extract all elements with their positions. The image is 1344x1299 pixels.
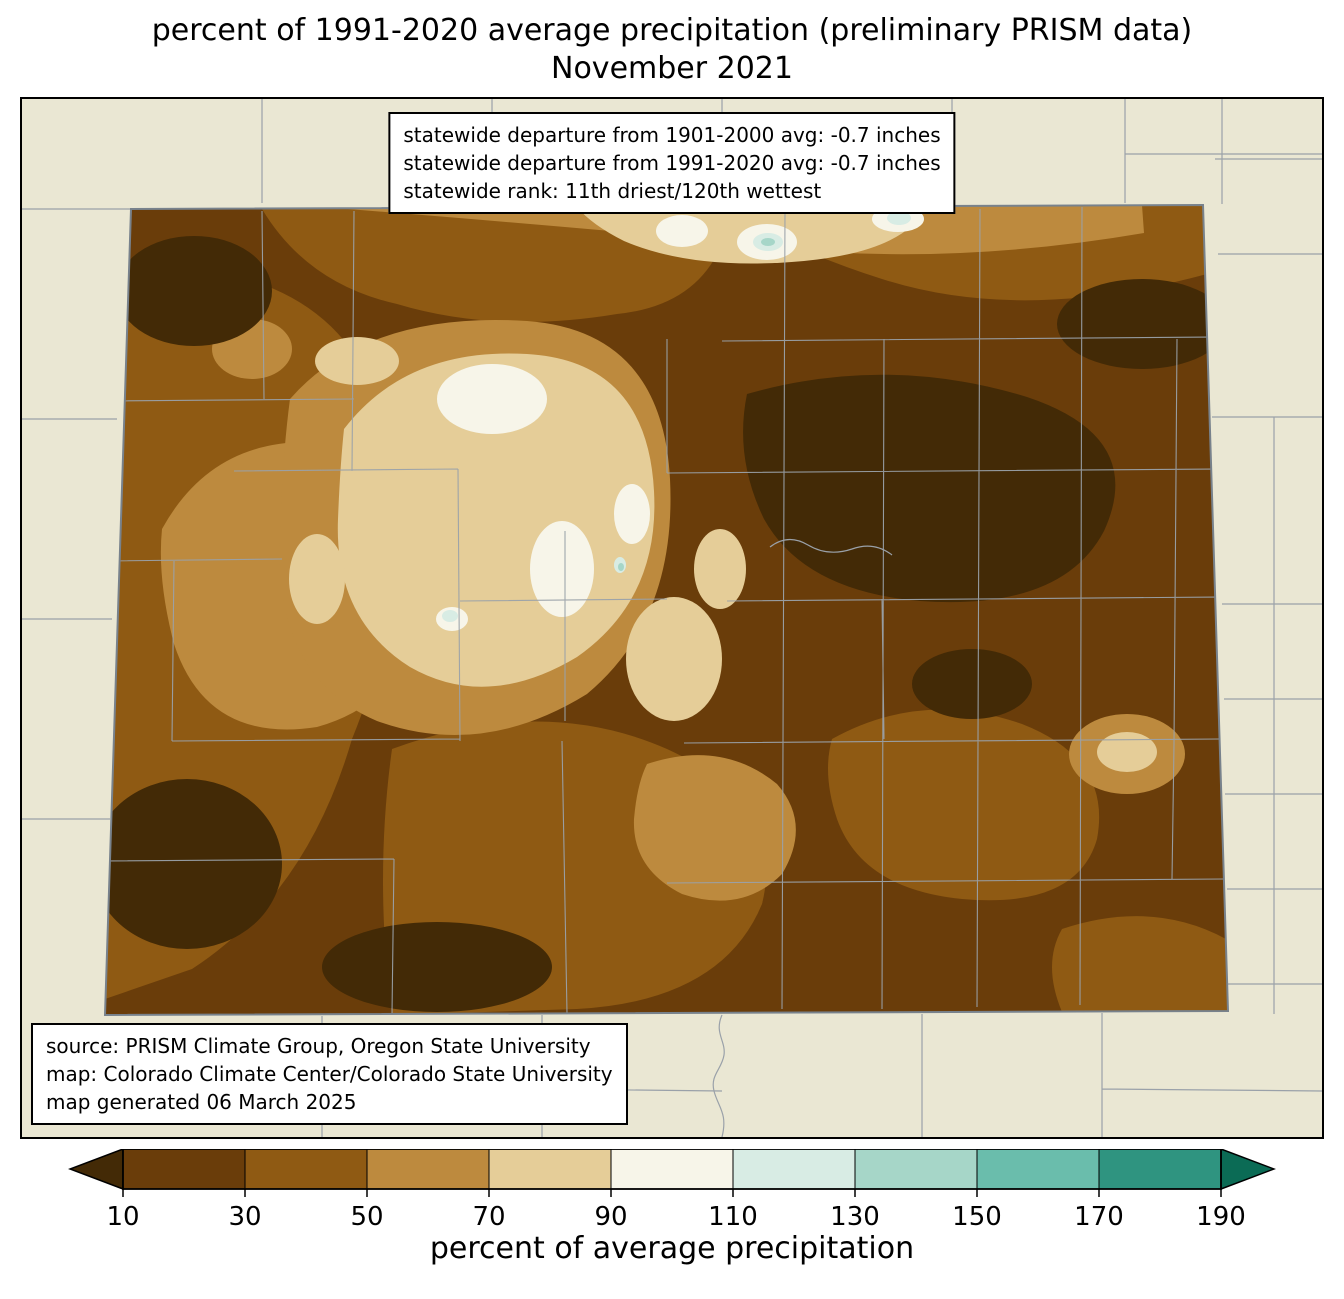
figure-title: percent of 1991-2020 average precipitati… (0, 0, 1344, 89)
colorbar-segment (610, 1148, 734, 1190)
source-line-3: map generated 06 March 2025 (46, 1089, 357, 1114)
regions-under-10 (105, 235, 1227, 1012)
stats-line-3: statewide rank: 11th driest/120th wettes… (403, 178, 822, 203)
colorbar-segment (854, 1148, 978, 1190)
stats-line-2: statewide departure from 1991-2020 avg: … (403, 150, 941, 175)
colorbar-segment (1098, 1148, 1222, 1190)
colorbar-tick-label: 170 (1074, 1202, 1124, 1231)
river-line-platte (769, 538, 893, 556)
source-line-1: source: PRISM Climate Group, Oregon Stat… (46, 1033, 591, 1058)
map-panel: statewide departure from 1901-2000 avg: … (20, 96, 1324, 1139)
colorado-fill-regions (105, 204, 1228, 1015)
colorbar-segment (732, 1148, 856, 1190)
colorbar-tick-label: 190 (1196, 1202, 1246, 1231)
colorbar-tick-label: 50 (350, 1202, 383, 1231)
colorbar: 10 30 50 70 90 110 130 150 170 190 percent of ave… (68, 1148, 1276, 1266)
colorbar-tick-label: 130 (830, 1202, 880, 1231)
colorbar-segment (366, 1148, 490, 1190)
colorbar-scale: 10 30 50 70 90 110 130 150 170 190 (68, 1148, 1276, 1231)
colorbar-outline (122, 1148, 1222, 1190)
figure-title-line1: percent of 1991-2020 average precipitati… (151, 13, 1193, 48)
colorbar-tick-label: 110 (708, 1202, 758, 1231)
figure-title-line2: November 2021 (551, 51, 793, 87)
colorbar-under-arrow (68, 1148, 124, 1190)
colorbar-segment (122, 1148, 246, 1190)
river-line-south (712, 1014, 725, 1137)
colorbar-tick-label: 150 (952, 1202, 1002, 1231)
colorbar-tick-label: 30 (228, 1202, 261, 1231)
colorbar-tick-label: 90 (594, 1202, 627, 1231)
statewide-stats-box: statewide departure from 1901-2000 avg: … (388, 111, 956, 214)
source-line-2: map: Colorado Climate Center/Colorado St… (46, 1061, 613, 1086)
colorbar-segment (244, 1148, 368, 1190)
regions-above-normal (442, 210, 911, 622)
colorbar-segment (976, 1148, 1100, 1190)
precipitation-map (22, 98, 1322, 1137)
source-attribution-box: source: PRISM Climate Group, Oregon Stat… (31, 1022, 628, 1125)
colorbar-tick-label: 10 (106, 1202, 139, 1231)
county-boundary-lines (105, 206, 1226, 1014)
colorbar-over-arrow (1220, 1148, 1276, 1190)
colorbar-tick-label: 70 (472, 1202, 505, 1231)
stats-line-1: statewide departure from 1901-2000 avg: … (403, 122, 941, 147)
colorbar-axis-label: percent of average precipitation (429, 1230, 915, 1266)
colorbar-segment (488, 1148, 612, 1190)
